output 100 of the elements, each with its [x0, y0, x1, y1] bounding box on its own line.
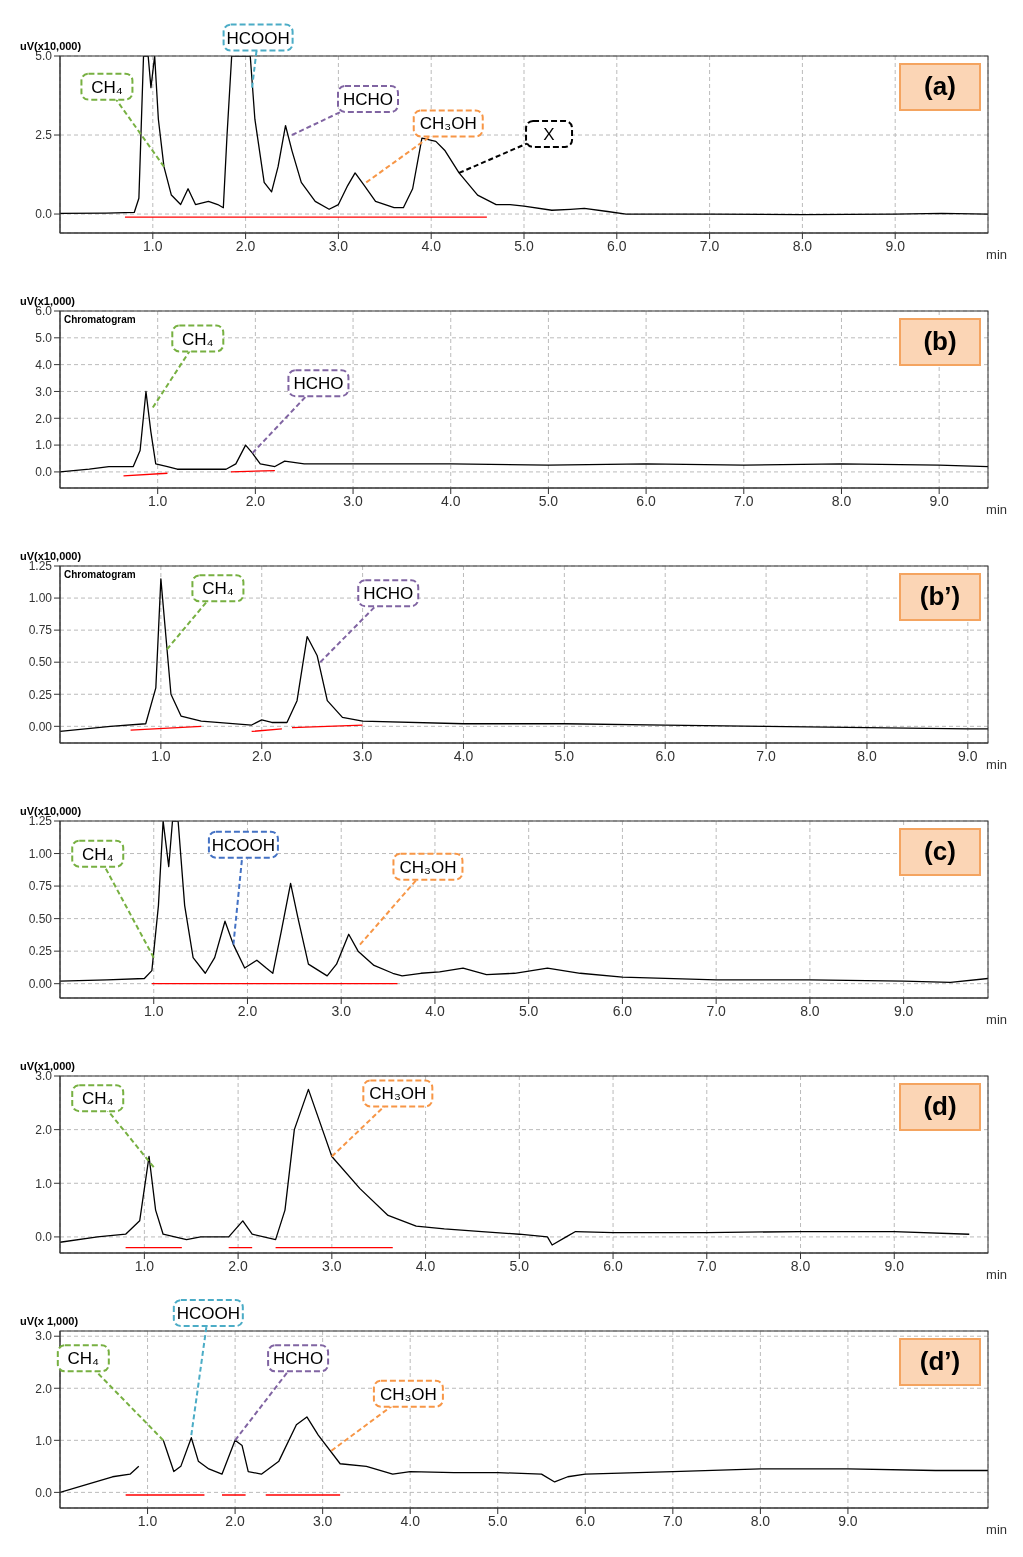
x-axis-title: min [986, 247, 1007, 262]
y-tick-label: 1.0 [35, 438, 53, 453]
annotation: CH₄ [182, 329, 214, 349]
annotation: HCOOH [176, 1304, 240, 1324]
y-tick-label: 4.0 [35, 357, 53, 372]
x-tick-label: 9.0 [884, 1257, 905, 1274]
line-series [60, 390, 988, 473]
x-tick-label: 2.0 [228, 1257, 249, 1274]
text: (c) [924, 836, 956, 866]
annotation: CH₃OH [369, 1084, 427, 1104]
annotation: HCHO [363, 584, 414, 604]
x-axis-title: min [986, 1267, 1007, 1282]
x-tick-label: 9.0 [929, 492, 950, 509]
x-tick-label: 1.0 [137, 1512, 158, 1529]
x-tick-label: 3.0 [328, 237, 349, 254]
y-tick-label: 0.50 [28, 911, 53, 926]
annotation: CH₄ [91, 77, 123, 97]
x-tick-label: 3.0 [331, 1002, 352, 1019]
chart-subtitle: Chromatogram [64, 569, 136, 580]
x-tick-label: 1.0 [144, 1002, 164, 1019]
y-tick-label: 2.0 [35, 411, 53, 426]
x-tick-label: 6.0 [607, 237, 627, 254]
chart-subtitle: Chromatogram [64, 314, 136, 325]
x-tick-label: 1.0 [134, 1257, 155, 1274]
x-tick-label: 3.0 [343, 492, 363, 509]
y-axis-title: uV(x10,000) [20, 805, 82, 817]
annotation: HCOOH [211, 835, 276, 855]
annotation: CH₃OH [399, 857, 457, 877]
x-tick-label: 3.0 [352, 747, 373, 764]
y-tick-label: 0.0 [35, 465, 53, 480]
annotation: HCHO [293, 374, 344, 394]
x-tick-label: 2.0 [225, 1512, 246, 1529]
y-axis-title: uV(x10,000) [20, 550, 82, 562]
y-tick-label: 0.0 [35, 1230, 53, 1245]
x-tick-label: 4.0 [441, 492, 461, 509]
x-tick-label: 2.0 [252, 747, 272, 764]
line-series [60, 1088, 970, 1246]
x-tick-label: 5.0 [514, 237, 534, 254]
annotation: CH₃OH [379, 1384, 437, 1404]
y-tick-label: 3.0 [35, 384, 53, 399]
x-tick-label: 4.0 [421, 237, 442, 254]
y-tick-label: 1.0 [35, 1433, 53, 1448]
y-tick-label: 0.0 [35, 1485, 53, 1500]
x-tick-label: 9.0 [885, 237, 906, 254]
annotation: HCOOH [226, 28, 290, 48]
x-tick-label: 5.0 [509, 1257, 530, 1274]
y-tick-label: 0.0 [35, 207, 53, 222]
y-axis-title: uV(x 1,000) [20, 1315, 79, 1327]
y-tick-label: 0.25 [28, 687, 53, 702]
annotation: CH₄ [67, 1349, 100, 1369]
x-axis-title: min [986, 757, 1007, 772]
annotation: HCHO [342, 90, 394, 110]
line-series [60, 578, 988, 733]
y-tick-label: 5.0 [35, 331, 53, 346]
annotation: HCHO [273, 1349, 324, 1369]
x-axis-title: min [986, 1522, 1007, 1537]
x-tick-label: 4.0 [425, 1002, 445, 1019]
x-tick-label: 7.0 [734, 492, 754, 509]
x-tick-label: 8.0 [750, 1512, 771, 1529]
y-tick-label: 2.0 [35, 1122, 53, 1137]
text: (d’) [919, 1346, 961, 1376]
x-tick-label: 8.0 [792, 237, 813, 254]
x-tick-label: 9.0 [838, 1512, 858, 1529]
text: (b’) [919, 581, 961, 611]
x-tick-label: 1.0 [151, 747, 171, 764]
x-tick-label: 6.0 [575, 1512, 596, 1529]
x-tick-label: 5.0 [518, 1002, 539, 1019]
x-tick-label: 8.0 [800, 1002, 820, 1019]
x-tick-label: 5.0 [554, 747, 575, 764]
x-tick-label: 2.0 [245, 492, 266, 509]
x-tick-label: 4.0 [415, 1257, 436, 1274]
x-tick-label: 5.0 [538, 492, 559, 509]
x-axis-title: min [986, 502, 1007, 517]
x-tick-label: 3.0 [312, 1512, 333, 1529]
x-tick-label: 6.0 [603, 1257, 623, 1274]
text: (d) [923, 1091, 957, 1121]
x-tick-label: 8.0 [857, 747, 877, 764]
x-tick-label: 7.0 [706, 1002, 727, 1019]
y-tick-label: 3.0 [35, 1329, 53, 1344]
annotation: CH₄ [81, 844, 114, 864]
x-tick-label: 4.0 [400, 1512, 421, 1529]
x-tick-label: 6.0 [636, 492, 657, 509]
x-tick-label: 7.0 [699, 237, 720, 254]
annotation: CH₄ [202, 579, 234, 599]
y-tick-label: 1.00 [28, 846, 53, 861]
x-tick-label: 7.0 [697, 1257, 717, 1274]
y-tick-label: 0.75 [28, 879, 53, 894]
y-tick-label: 0.50 [28, 655, 53, 670]
annotation: CH₃OH [419, 114, 477, 134]
y-tick-label: 1.0 [35, 1176, 53, 1191]
y-tick-label: 0.25 [28, 944, 53, 959]
text: (b) [923, 326, 957, 356]
text: (a) [924, 71, 956, 101]
y-tick-label: 0.00 [28, 976, 53, 991]
x-tick-label: 9.0 [893, 1002, 914, 1019]
x-tick-label: 6.0 [655, 747, 676, 764]
x-tick-label: 8.0 [790, 1257, 811, 1274]
x-tick-label: 1.0 [143, 237, 163, 254]
annotation: X [543, 124, 555, 144]
y-tick-label: 0.75 [28, 623, 53, 638]
